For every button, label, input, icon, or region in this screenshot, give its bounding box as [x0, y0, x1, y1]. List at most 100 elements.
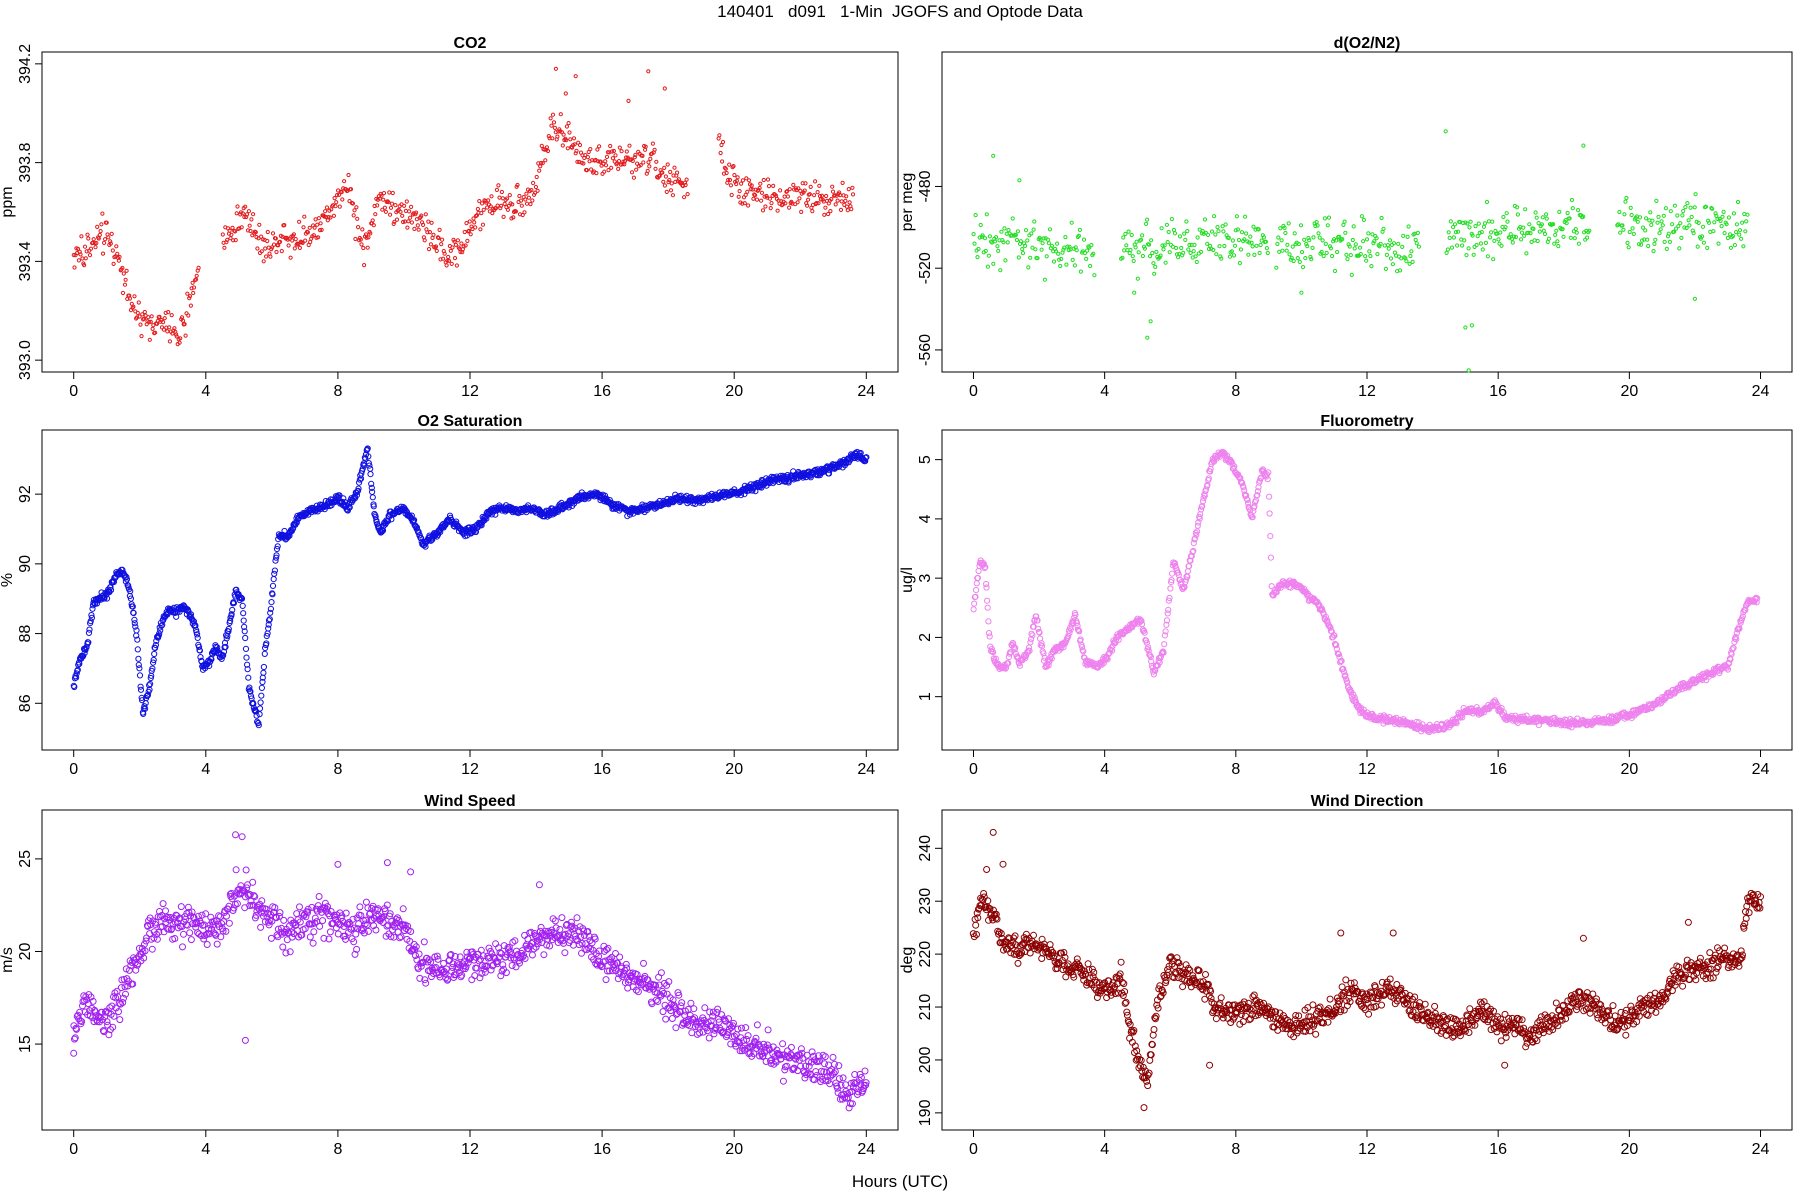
o2n2-data-point: [1074, 248, 1079, 253]
co2-data-point: [502, 201, 507, 206]
co2-data-point: [445, 258, 450, 263]
co2-data-point: [297, 245, 302, 250]
co2-data-point: [380, 207, 385, 212]
o2n2-data-point: [1639, 242, 1644, 247]
o2n2-points: [971, 129, 1750, 373]
co2-data-point: [296, 242, 301, 247]
o2n2-data-point: [1648, 210, 1653, 215]
o2n2-data-point: [1742, 211, 1747, 217]
co2-data-point: [660, 170, 665, 175]
o2sat-data-point: [340, 495, 347, 502]
o2n2-data-point: [1689, 214, 1694, 220]
wspd-data-point: [159, 900, 167, 908]
wspd-y-tick-label: 15: [17, 1035, 34, 1053]
co2-data-point: [190, 280, 195, 285]
co2-data-point: [504, 196, 510, 201]
co2-data-point: [268, 254, 273, 259]
o2sat-data-point: [250, 700, 257, 707]
co2-data-point: [619, 149, 624, 154]
o2sat-data-point: [82, 646, 89, 654]
fluor-data-point: [1266, 493, 1273, 500]
o2n2-data-point: [1483, 240, 1489, 245]
co2-data-point: [340, 197, 345, 202]
o2n2-data-point: [1416, 244, 1422, 249]
o2n2-data-point: [1510, 240, 1515, 245]
co2-data-point: [390, 190, 395, 196]
co2-data-point: [533, 184, 539, 190]
o2n2-data-point: [1023, 228, 1029, 233]
o2n2-data-point: [1720, 214, 1725, 219]
o2n2-data-point: [1705, 245, 1710, 250]
o2n2-data-point: [1287, 252, 1292, 257]
co2-data-point: [488, 204, 493, 209]
o2sat-data-point: [370, 503, 377, 510]
co2-data-point: [366, 235, 371, 240]
wspd-data-point: [187, 936, 195, 944]
o2n2-data-point: [1745, 212, 1750, 217]
o2sat-data-point: [437, 529, 444, 536]
o2sat-data-point: [270, 576, 277, 583]
co2-data-point: [531, 180, 536, 186]
co2-data-point: [603, 159, 608, 164]
o2n2-data-point: [1359, 214, 1365, 219]
o2n2-data-point: [977, 235, 982, 240]
o2n2-data-point: [1212, 214, 1217, 219]
co2-data-point: [139, 334, 144, 339]
o2n2-data-point: [1576, 208, 1581, 213]
o2n2-data-point: [1567, 216, 1572, 221]
co2-data-point: [388, 212, 393, 217]
wspd-data-point: [203, 941, 211, 948]
o2n2-data-point: [1340, 237, 1345, 242]
o2n2-data-point: [1335, 249, 1340, 255]
fluor-data-point: [988, 645, 995, 653]
co2-data-point: [652, 147, 657, 152]
o2sat-data-point: [752, 488, 759, 495]
o2n2-data-point: [1261, 235, 1267, 240]
co2-data-point: [467, 219, 472, 224]
co2-data-point: [843, 198, 848, 203]
o2n2-x-tick-label: 12: [1358, 383, 1376, 400]
co2-data-point: [526, 195, 532, 200]
o2n2-data-point: [1041, 236, 1046, 241]
o2n2-data-point: [1480, 247, 1485, 252]
co2-data-point: [317, 228, 323, 233]
o2n2-data-point: [1061, 247, 1066, 252]
co2-data-point: [555, 134, 560, 139]
co2-data-point: [229, 232, 234, 237]
o2n2-data-point: [1237, 261, 1243, 266]
o2n2-data-point: [1465, 221, 1470, 226]
o2n2-data-point: [1128, 247, 1133, 253]
fluor-data-point: [972, 593, 979, 600]
o2sat-data-point: [243, 654, 250, 661]
o2n2-data-point: [1132, 290, 1137, 295]
o2n2-data-point: [1649, 222, 1654, 227]
fluor-data-point: [990, 649, 997, 656]
o2n2-data-point: [1026, 265, 1031, 270]
o2n2-data-point: [1209, 229, 1215, 234]
co2-data-point: [496, 183, 501, 188]
o2n2-data-point: [1321, 253, 1326, 259]
fluor-data-point: [1194, 528, 1201, 535]
o2n2-data-point: [1315, 223, 1320, 228]
co2-data-point: [95, 224, 100, 229]
o2n2-data-point: [991, 261, 996, 266]
co2-data-point: [522, 210, 527, 215]
o2n2-data-point: [1307, 238, 1312, 243]
o2sat-data-point: [403, 508, 410, 516]
co2-title: CO2: [454, 35, 487, 52]
o2n2-data-point: [1010, 216, 1015, 221]
co2-data-point: [82, 244, 88, 249]
o2n2-data-point: [1219, 256, 1224, 261]
o2n2-data-point: [1405, 234, 1410, 239]
co2-data-point: [665, 162, 670, 167]
o2sat-data-point: [135, 655, 142, 662]
o2n2-data-point: [1730, 233, 1736, 239]
co2-data-point: [833, 202, 838, 207]
co2-data-point: [422, 238, 427, 243]
fluor-data-point: [1038, 640, 1045, 647]
co2-data-point: [75, 246, 81, 251]
co2-data-point: [97, 232, 102, 238]
o2n2-data-point: [1122, 248, 1127, 253]
co2-data-point: [157, 314, 162, 319]
fluor-data-point: [985, 618, 992, 625]
